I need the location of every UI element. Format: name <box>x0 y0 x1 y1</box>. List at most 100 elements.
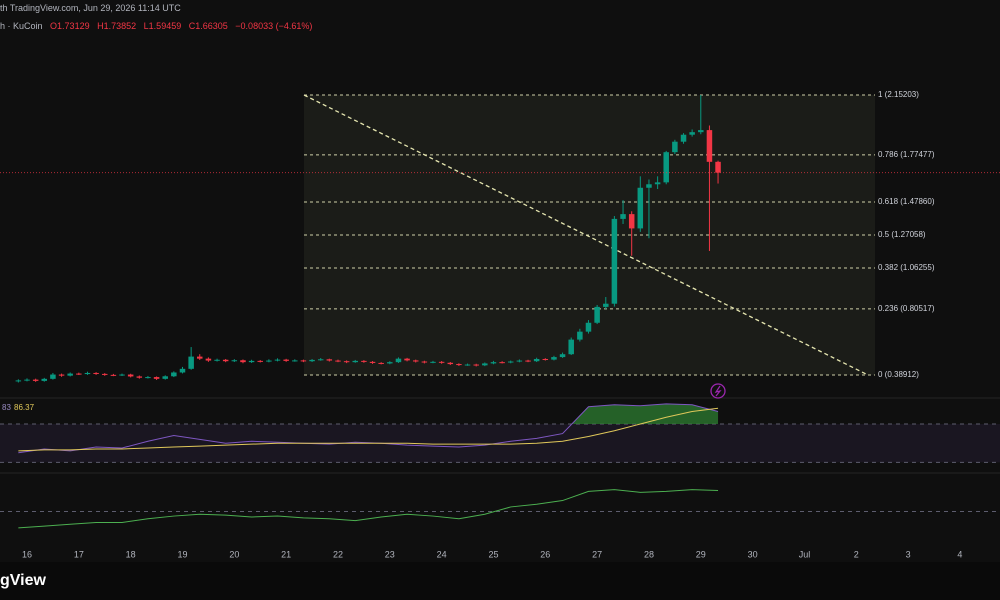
candle-body <box>559 354 566 358</box>
ohlc-change: −0.08033 (−4.61%) <box>235 21 313 31</box>
candle-body <box>326 359 333 361</box>
x-tick-label: 4 <box>957 549 962 559</box>
fib-label: 0.382 (1.06255) <box>878 263 935 272</box>
candle-body <box>620 214 626 219</box>
candle-body <box>482 363 488 366</box>
candle-body <box>421 361 428 363</box>
candle-body <box>438 361 445 363</box>
candle-body <box>680 134 687 142</box>
candle-body <box>15 380 22 382</box>
alert-bolt <box>714 385 722 397</box>
candle-body <box>127 374 134 377</box>
candle-body <box>412 360 419 362</box>
x-tick-label: 16 <box>22 549 32 559</box>
x-tick-label: 24 <box>437 549 447 559</box>
candle-body <box>525 360 531 362</box>
candle-body <box>490 362 497 364</box>
candle-body <box>715 161 721 173</box>
candle-body <box>499 362 505 364</box>
candle-body <box>274 359 281 361</box>
footer: gView <box>0 562 1000 600</box>
x-tick-label: 25 <box>488 549 498 559</box>
candle-body <box>387 362 393 364</box>
candle-body <box>145 377 151 379</box>
x-tick-label: 2 <box>854 549 859 559</box>
candle-body <box>404 358 410 361</box>
candle-body <box>162 376 168 379</box>
candle-body <box>698 130 704 133</box>
x-tick-label: 22 <box>333 549 343 559</box>
candle-body <box>136 376 143 378</box>
candle-body <box>352 360 358 363</box>
candle-body <box>395 358 402 363</box>
candle-body <box>153 377 160 379</box>
candle-body <box>197 356 203 359</box>
candle-body <box>577 331 583 340</box>
indicator-line <box>18 489 719 529</box>
candle-body <box>689 132 695 135</box>
x-tick-label: 26 <box>540 549 550 559</box>
candle-body <box>447 362 454 365</box>
fib-label: 1 (2.15203) <box>878 90 919 99</box>
symbol-legend: h · KuCoin O1.73129 H1.73852 L1.59459 C1… <box>0 21 317 31</box>
candle-body <box>266 360 272 362</box>
candle-body <box>110 374 117 376</box>
candle-body <box>231 360 238 362</box>
candle-body <box>309 359 315 362</box>
x-tick-label: 17 <box>74 549 84 559</box>
candle-body <box>568 339 574 355</box>
candle-body <box>456 364 462 366</box>
candle-body <box>50 374 56 379</box>
candle-body <box>654 182 661 185</box>
candle-body <box>533 358 540 362</box>
ohlc-open: O1.73129 <box>50 21 90 31</box>
candle-body <box>464 364 471 366</box>
candle-body <box>672 141 678 153</box>
candle-body <box>248 360 255 363</box>
candle-body <box>76 373 82 375</box>
fib-label: 0.5 (1.27058) <box>878 230 926 239</box>
x-tick-label: 19 <box>177 549 187 559</box>
x-tick-label: Jul <box>799 549 811 559</box>
x-tick-label: 30 <box>748 549 758 559</box>
candle-body <box>188 356 194 369</box>
candle-body <box>179 368 186 373</box>
symbol: h · KuCoin <box>0 21 43 31</box>
x-tick-label: 23 <box>385 549 395 559</box>
ohlc-high: H1.73852 <box>97 21 137 31</box>
fib-label: 0 (0.38912) <box>878 370 919 379</box>
x-tick-label: 3 <box>906 549 911 559</box>
indicator-line <box>18 407 719 452</box>
candle-body <box>205 358 212 361</box>
candle-body <box>214 359 220 361</box>
alert-circle <box>710 383 726 399</box>
alert-icon[interactable] <box>710 383 726 399</box>
candle-body <box>473 364 479 366</box>
candle-body <box>41 378 48 381</box>
candle-body <box>706 130 713 162</box>
candle-body <box>292 360 298 362</box>
candle-body <box>585 322 592 332</box>
candle-body <box>637 187 644 229</box>
candle-body <box>222 359 229 362</box>
candle-body <box>551 357 557 360</box>
fib-label: 0.618 (1.47860) <box>878 197 935 206</box>
candle-body <box>335 360 341 362</box>
x-tick-label: 29 <box>696 549 706 559</box>
candle-body <box>84 372 91 375</box>
candle-body <box>119 374 125 376</box>
candle-body <box>32 379 39 381</box>
x-tick-label: 18 <box>126 549 136 559</box>
candle-body <box>516 360 523 362</box>
candle-body <box>361 360 367 362</box>
candle-body <box>58 374 65 376</box>
x-tick-label: 21 <box>281 549 291 559</box>
rsi-ma-value: 86.37 <box>14 403 35 412</box>
candle-body <box>628 214 635 229</box>
candle-body <box>240 360 246 363</box>
candle-body <box>646 184 652 188</box>
brand[interactable]: gView <box>0 572 46 589</box>
header-title: th TradingView.com, Jun 29, 2026 11:14 U… <box>0 3 181 13</box>
candle-body <box>171 372 177 377</box>
